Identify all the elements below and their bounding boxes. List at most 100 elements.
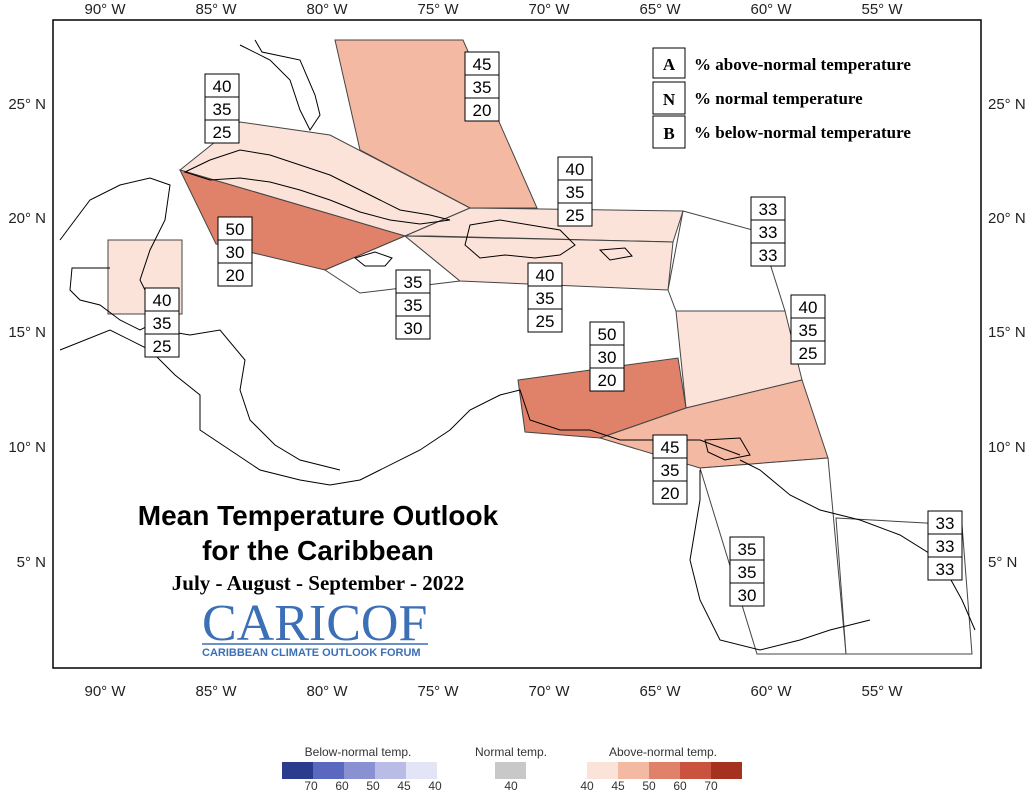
prob-cell — [527, 308, 563, 333]
lon-label: 80° W — [306, 683, 348, 700]
prob-value-a: 33 — [936, 514, 955, 533]
prob-box-cuba: 40 35 25 — [204, 73, 240, 144]
jamaica-coast — [353, 251, 393, 267]
prob-value-a: 50 — [598, 325, 617, 344]
prob-value-b: 20 — [226, 266, 245, 285]
lat-label: 5° N — [17, 554, 46, 571]
scale-swatch-below — [344, 762, 375, 779]
south-america-interior — [689, 470, 871, 651]
prob-cell — [144, 333, 180, 358]
prob-cell — [464, 97, 500, 122]
prob-value-b: 30 — [738, 586, 757, 605]
scale-tick: 40 — [428, 779, 442, 791]
prob-value-n: 35 — [661, 461, 680, 480]
prob-value-b: 25 — [536, 312, 555, 331]
caricof-logo: CARICOF CARIBBEAN CLIMATE OUTLOOK FORUM — [202, 595, 428, 659]
lon-label: 65° W — [639, 683, 681, 700]
lon-label: 60° W — [750, 683, 792, 700]
key-row-below: B % below-normal temperature — [652, 115, 911, 149]
key-letter: N — [663, 90, 676, 109]
prob-box-cayman-jamaica-west: 50 30 20 — [217, 216, 253, 287]
key-text: % below-normal temperature — [694, 123, 911, 142]
prob-value-n: 35 — [738, 563, 757, 582]
lon-label: 55° W — [861, 1, 903, 18]
prob-box-suriname-french-guiana: 33 33 33 — [927, 510, 963, 581]
prob-value-n: 35 — [473, 78, 492, 97]
scale-title-normal: Normal temp. — [475, 745, 547, 759]
lon-label: 90° W — [84, 683, 126, 700]
lat-label: 20° N — [988, 210, 1026, 227]
key-letter: B — [663, 124, 674, 143]
scale-tick: 40 — [580, 779, 594, 791]
scale-swatch-above — [711, 762, 742, 779]
prob-box-jamaica: 35 35 30 — [395, 269, 431, 340]
trinidad-coast — [704, 437, 751, 461]
key-row-above: A % above-normal temperature — [652, 47, 911, 79]
scale-tick: 60 — [673, 779, 687, 791]
key-letter-box — [652, 81, 686, 115]
lon-labels-bottom: 90° W 85° W 80° W 75° W 70° W 65° W 60° … — [84, 683, 903, 700]
prob-value-a: 40 — [213, 77, 232, 96]
prob-box-abc-islands: 50 30 20 — [589, 321, 625, 392]
lat-label: 25° N — [988, 96, 1026, 113]
logo-wordmark: CARICOF — [202, 595, 427, 652]
lon-label: 60° W — [750, 1, 792, 18]
prob-cell — [652, 480, 688, 505]
prob-value-a: 45 — [661, 438, 680, 457]
lon-labels-top: 90° W 85° W 80° W 75° W 70° W 65° W 60° … — [84, 1, 903, 18]
florida-coast — [239, 39, 321, 131]
prob-value-a: 35 — [404, 273, 423, 292]
prob-box-hispaniola-puerto-rico: 40 35 25 — [527, 262, 563, 333]
scale-title-below: Below-normal temp. — [305, 745, 412, 759]
prob-box-turks-caicos-hispaniola-north: 40 35 25 — [557, 156, 593, 227]
scale-swatch-above — [680, 762, 711, 779]
scale-tick: 70 — [304, 779, 318, 791]
prob-box-windward-islands: 40 35 25 — [790, 294, 826, 365]
abn-key: A % above-normal temperature N % normal … — [652, 47, 911, 149]
prob-value-a: 40 — [799, 298, 818, 317]
forecast-regions — [107, 39, 973, 655]
prob-value-a: 45 — [473, 55, 492, 74]
prob-cell — [729, 582, 765, 607]
lat-label: 20° N — [8, 210, 46, 227]
scale-swatch-below — [375, 762, 406, 779]
key-text: % above-normal temperature — [694, 55, 911, 74]
prob-box-northern-leewards: 33 33 33 — [750, 196, 786, 267]
lon-label: 70° W — [528, 1, 570, 18]
prob-value-n: 35 — [153, 314, 172, 333]
prob-cell — [217, 262, 253, 287]
prob-value-n: 35 — [404, 296, 423, 315]
prob-value-b: 20 — [598, 371, 617, 390]
prob-value-b: 25 — [799, 344, 818, 363]
prob-box-belize: 40 35 25 — [144, 287, 180, 358]
forecast-period: July - August - September - 2022 — [172, 571, 464, 595]
lat-label: 5° N — [988, 554, 1017, 571]
lat-labels-left: 25° N 20° N 15° N 10° N 5° N — [8, 96, 46, 571]
lat-label: 10° N — [8, 439, 46, 456]
scale-swatch-below — [282, 762, 313, 779]
prob-cell — [395, 315, 431, 340]
prob-cell — [557, 202, 593, 227]
lon-label: 75° W — [417, 683, 459, 700]
scale-swatch-normal — [495, 762, 526, 779]
title-block: Mean Temperature Outlook for the Caribbe… — [138, 500, 499, 595]
map-subtitle: for the Caribbean — [202, 535, 434, 566]
prob-value-b: 25 — [213, 123, 232, 142]
puerto-rico-coast — [598, 247, 633, 261]
prob-cell — [589, 367, 625, 392]
lat-label: 15° N — [988, 324, 1026, 341]
prob-value-b: 20 — [661, 484, 680, 503]
probability-boxes: 45 35 20 40 35 25 50 30 20 40 35 25 35 35 30 40 35 25 40 35… — [144, 51, 963, 607]
lat-label: 25° N — [8, 96, 46, 113]
prob-value-b: 25 — [566, 206, 585, 225]
prob-value-n: 30 — [226, 243, 245, 262]
lon-label: 85° W — [195, 683, 237, 700]
prob-value-n: 30 — [598, 348, 617, 367]
scale-tick: 50 — [642, 779, 656, 791]
key-letter-box — [652, 115, 686, 149]
central-america-caribbean-coast — [159, 329, 341, 471]
key-text: % normal temperature — [694, 89, 863, 108]
prob-value-b: 25 — [153, 337, 172, 356]
prob-value-a: 40 — [566, 160, 585, 179]
scale-title-above: Above-normal temp. — [609, 745, 717, 759]
